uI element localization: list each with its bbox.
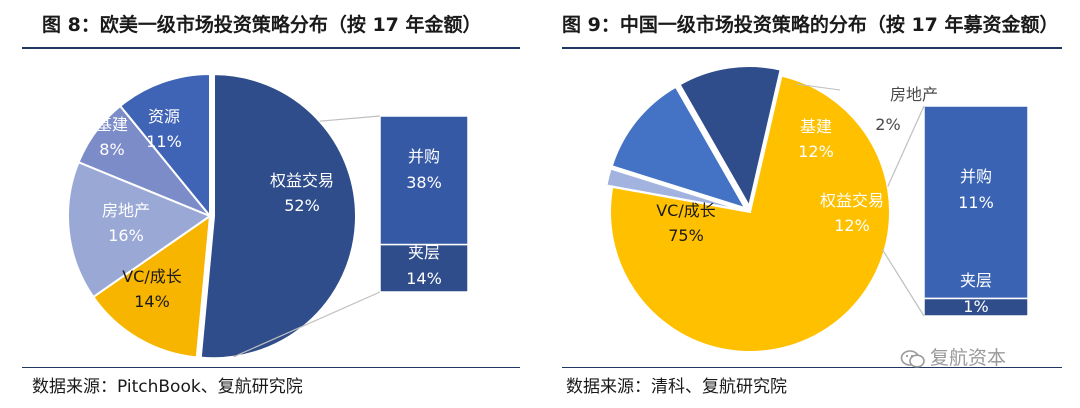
slice-value-label: 14% [134, 292, 170, 311]
connector-line-top [319, 115, 381, 122]
slice-value-label: 16% [108, 226, 144, 245]
slice-value-label: 8% [99, 140, 124, 159]
slice-label: 房地产 [102, 201, 150, 220]
slice-value-label: 12% [798, 142, 834, 161]
breakout-label: 夹层 [960, 271, 992, 290]
chart-panel-left: 图 8：欧美一级市场投资策略分布（按 17 年金额） 权益交易 52% VC/成长 1… [22, 14, 520, 397]
breakout-value-label: 38% [406, 173, 442, 192]
watermark-text: 复航资本 [930, 347, 1007, 369]
source-note: 数据来源：清科、复航研究院 [566, 377, 787, 397]
title-rule [562, 47, 1062, 49]
breakout-label: 并购 [408, 147, 440, 166]
slice-value-label: 52% [284, 196, 320, 215]
pie-slice-1 [605, 167, 745, 212]
connector-line-bottom [881, 249, 925, 317]
pie-slices [67, 72, 357, 360]
slice-label: 资源 [148, 107, 180, 126]
breakout-label: 夹层 [408, 243, 440, 262]
wechat-icon [900, 349, 925, 368]
source-rule [22, 367, 520, 368]
slice-label: 基建 [96, 115, 128, 134]
slice-label: 权益交易 [820, 191, 884, 210]
watermark: 复航资本 [900, 343, 1006, 370]
pie-chart-left: 权益交易 52% VC/成长 14% 房地产 16% 基建 8% 资源 11% 并购 38% 夹层 14% [67, 72, 469, 360]
breakout-value-label: 14% [406, 269, 442, 288]
slice-label: 房地产 [890, 85, 938, 104]
chart-panel-right: 图 9：中国一级市场投资策略的分布（按 17 年募资金额） VC/成长 75% 房地… [540, 0, 1080, 408]
leader-line [795, 83, 841, 91]
breakout-bar [379, 115, 469, 293]
source-note: 数据来源：PitchBook、复航研究院 [32, 377, 303, 397]
connector-line-bottom [233, 291, 381, 358]
chart-title: 图 8：欧美一级市场投资策略分布（按 17 年金额） [42, 14, 482, 36]
pie-slice-4 [118, 72, 211, 219]
pie-slice-2 [610, 85, 748, 210]
slice-label: VC/成长 [656, 201, 716, 220]
slice-label: VC/成长 [122, 267, 182, 286]
pie-slice-3 [678, 65, 782, 209]
pie-chart-right: VC/成长 75% 房地产 2% 基建 12% 权益交易 12% 并购 11% 夹层 1% [605, 65, 1029, 353]
connector-line-top [887, 105, 925, 187]
chart-title: 图 9：中国一级市场投资策略的分布（按 17 年募资金额） [562, 14, 1059, 36]
pie-slices [605, 65, 891, 353]
breakout-value-label: 1% [963, 297, 988, 316]
pie-slice-0 [609, 74, 891, 353]
breakout-segment-0 [923, 105, 1029, 300]
slice-value-label: 11% [146, 132, 182, 151]
slice-label: 基建 [800, 117, 832, 136]
breakout-segment-1 [379, 243, 469, 293]
pie-slice-2 [67, 160, 213, 299]
title-rule [22, 47, 520, 49]
breakout-segment-1 [923, 297, 1029, 317]
source-rule [562, 367, 1062, 368]
breakout-label: 并购 [960, 167, 992, 186]
slice-label: 权益交易 [270, 171, 334, 190]
breakout-bar [923, 105, 1029, 317]
pie-slice-0 [199, 73, 357, 360]
slice-value-label: 2% [875, 115, 900, 134]
breakout-segment-0 [379, 115, 469, 246]
slice-value-label: 75% [668, 226, 704, 245]
slice-value-label: 12% [834, 216, 870, 235]
pie-slice-1 [91, 213, 212, 359]
breakout-value-label: 11% [958, 193, 994, 212]
